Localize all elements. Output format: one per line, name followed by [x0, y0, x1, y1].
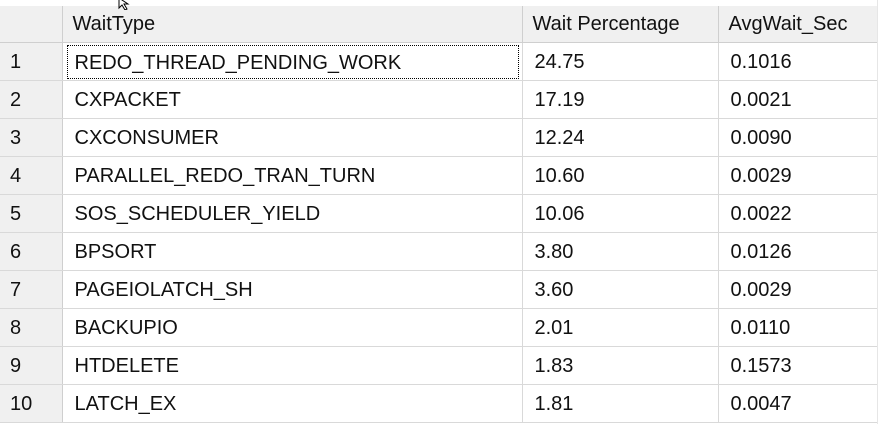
row-number[interactable]: 8	[0, 308, 63, 347]
row-number[interactable]: 3	[0, 118, 63, 157]
header-row: WaitType Wait Percentage AvgWait_Sec	[0, 6, 879, 43]
cell-waittype[interactable]: LATCH_EX	[62, 384, 523, 423]
cell-wait-percentage[interactable]: 12.24	[522, 118, 719, 157]
cell-wait-percentage[interactable]: 24.75	[522, 42, 719, 81]
row-number[interactable]: 7	[0, 270, 63, 309]
cell-wait-percentage[interactable]: 17.19	[522, 80, 719, 119]
table-row[interactable]: 9 HTDELETE 1.83 0.1573	[0, 346, 879, 385]
table-row[interactable]: 10 LATCH_EX 1.81 0.0047	[0, 384, 879, 423]
row-number[interactable]: 9	[0, 346, 63, 385]
mouse-pointer-icon	[118, 0, 130, 10]
cell-avgwait-sec[interactable]: 0.0047	[718, 384, 879, 423]
row-number[interactable]: 1	[0, 42, 63, 81]
table-row[interactable]: 3 CXCONSUMER 12.24 0.0090	[0, 118, 879, 157]
cell-avgwait-sec[interactable]: 0.0110	[718, 308, 879, 347]
cell-avgwait-sec[interactable]: 0.1573	[718, 346, 879, 385]
cell-wait-percentage[interactable]: 1.83	[522, 346, 719, 385]
row-number[interactable]: 2	[0, 80, 63, 119]
cell-wait-percentage[interactable]: 1.81	[522, 384, 719, 423]
cell-wait-percentage[interactable]: 3.80	[522, 232, 719, 271]
column-header-avgwait-sec[interactable]: AvgWait_Sec	[718, 6, 879, 43]
cell-waittype[interactable]: PARALLEL_REDO_TRAN_TURN	[62, 156, 523, 195]
table-row[interactable]: 5 SOS_SCHEDULER_YIELD 10.06 0.0022	[0, 194, 879, 233]
cell-wait-percentage[interactable]: 3.60	[522, 270, 719, 309]
cell-avgwait-sec[interactable]: 0.0029	[718, 270, 879, 309]
table-row[interactable]: 2 CXPACKET 17.19 0.0021	[0, 80, 879, 119]
corner-header[interactable]	[0, 6, 63, 43]
row-number[interactable]: 5	[0, 194, 63, 233]
row-number[interactable]: 6	[0, 232, 63, 271]
selected-cell[interactable]: REDO_THREAD_PENDING_WORK	[66, 44, 519, 79]
cell-avgwait-sec[interactable]: 0.0090	[718, 118, 879, 157]
cell-waittype[interactable]: CXPACKET	[62, 80, 523, 119]
cell-waittype[interactable]: HTDELETE	[62, 346, 523, 385]
row-number[interactable]: 4	[0, 156, 63, 195]
cell-wait-percentage[interactable]: 10.06	[522, 194, 719, 233]
cell-waittype[interactable]: CXCONSUMER	[62, 118, 523, 157]
cell-waittype[interactable]: PAGEIOLATCH_SH	[62, 270, 523, 309]
cell-waittype[interactable]: SOS_SCHEDULER_YIELD	[62, 194, 523, 233]
cell-avgwait-sec[interactable]: 0.1016	[718, 42, 879, 81]
cell-waittype[interactable]: BACKUPIO	[62, 308, 523, 347]
cell-wait-percentage[interactable]: 10.60	[522, 156, 719, 195]
table-row[interactable]: 8 BACKUPIO 2.01 0.0110	[0, 308, 879, 347]
column-header-wait-percentage[interactable]: Wait Percentage	[522, 6, 719, 43]
table-row[interactable]: 7 PAGEIOLATCH_SH 3.60 0.0029	[0, 270, 879, 309]
cell-avgwait-sec[interactable]: 0.0029	[718, 156, 879, 195]
cell-avgwait-sec[interactable]: 0.0126	[718, 232, 879, 271]
results-table: WaitType Wait Percentage AvgWait_Sec 1 R…	[0, 6, 879, 423]
cell-wait-percentage[interactable]: 2.01	[522, 308, 719, 347]
table-row[interactable]: 4 PARALLEL_REDO_TRAN_TURN 10.60 0.0029	[0, 156, 879, 195]
cell-avgwait-sec[interactable]: 0.0022	[718, 194, 879, 233]
table-row[interactable]: 1 REDO_THREAD_PENDING_WORK 24.75 0.1016	[0, 42, 879, 81]
column-header-waittype[interactable]: WaitType	[62, 6, 523, 43]
table-row[interactable]: 6 BPSORT 3.80 0.0126	[0, 232, 879, 271]
cell-waittype[interactable]: BPSORT	[62, 232, 523, 271]
grid-right-edge	[877, 0, 886, 424]
cell-waittype[interactable]: REDO_THREAD_PENDING_WORK	[62, 42, 523, 81]
cell-avgwait-sec[interactable]: 0.0021	[718, 80, 879, 119]
row-number[interactable]: 10	[0, 384, 63, 423]
